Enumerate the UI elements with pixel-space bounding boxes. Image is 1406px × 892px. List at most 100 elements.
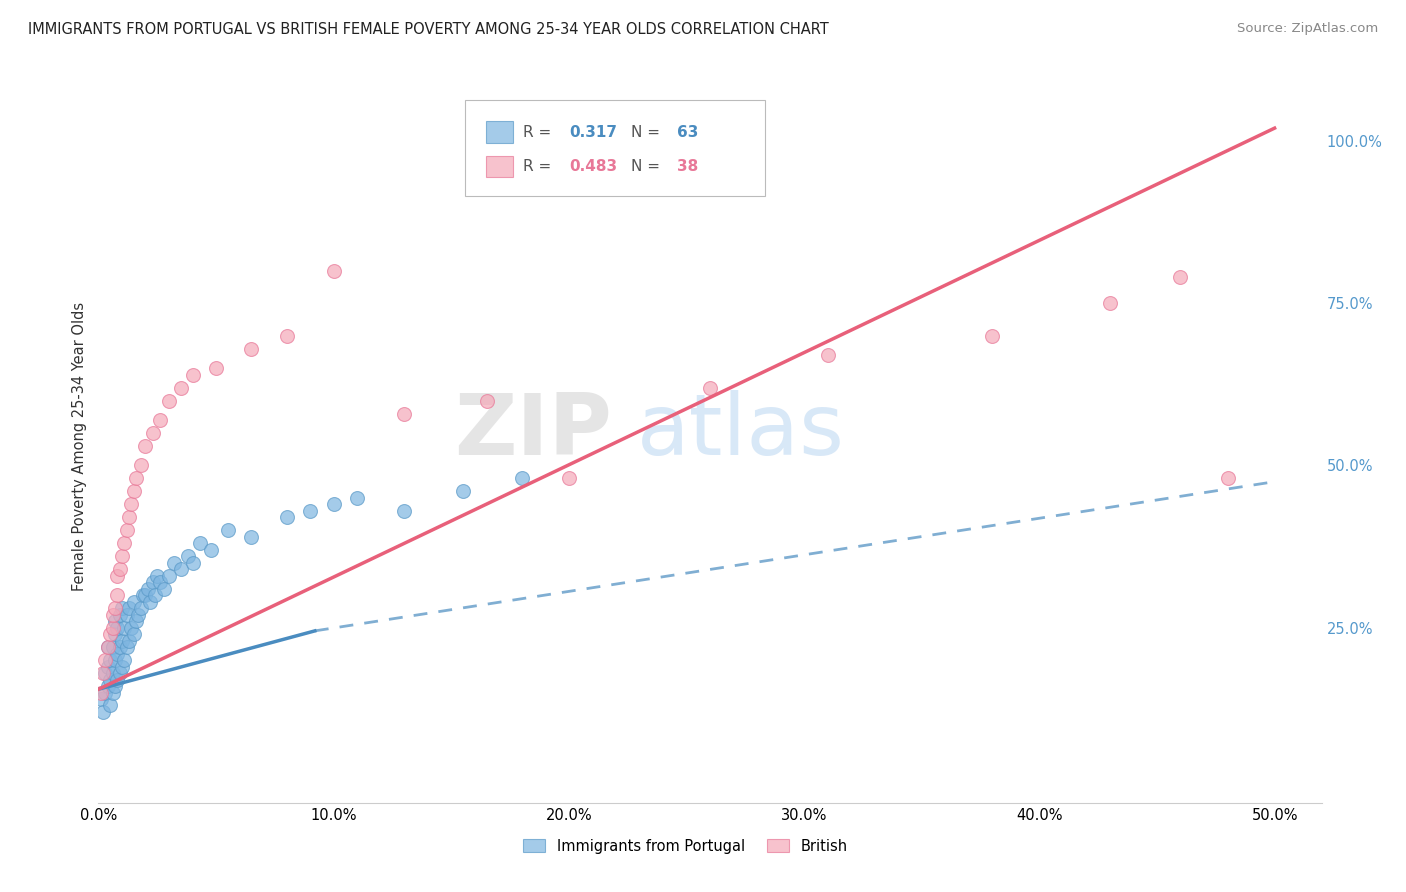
Point <box>141 575 163 590</box>
Point <box>97 659 120 673</box>
Point <box>299 504 322 518</box>
Point <box>104 601 127 615</box>
Point <box>125 614 148 628</box>
Point <box>127 607 149 622</box>
Point <box>129 458 152 473</box>
Point <box>139 595 162 609</box>
Point <box>217 524 239 538</box>
Point <box>125 471 148 485</box>
Point <box>170 562 193 576</box>
Point <box>118 601 141 615</box>
Point <box>90 685 112 699</box>
Point <box>475 393 498 408</box>
Point <box>112 653 135 667</box>
Point <box>451 484 474 499</box>
Point <box>94 685 117 699</box>
Point <box>558 471 581 485</box>
Point <box>157 393 180 408</box>
Point <box>105 647 128 661</box>
Point <box>141 425 163 440</box>
Point <box>94 653 117 667</box>
Point <box>392 504 416 518</box>
Point <box>115 607 138 622</box>
Point <box>98 673 121 687</box>
Point <box>143 588 166 602</box>
FancyBboxPatch shape <box>465 100 765 196</box>
Point <box>97 640 120 654</box>
Point <box>104 627 127 641</box>
Point <box>111 601 134 615</box>
Point <box>1170 270 1192 285</box>
Point <box>101 607 124 622</box>
Text: N =: N = <box>630 125 659 139</box>
Point <box>276 510 298 524</box>
Point <box>91 705 114 719</box>
Text: R =: R = <box>523 159 551 174</box>
Point <box>177 549 200 564</box>
Point <box>105 588 128 602</box>
Point <box>98 627 121 641</box>
Point <box>108 640 131 654</box>
Point <box>105 621 128 635</box>
Point <box>132 588 155 602</box>
Point <box>134 439 156 453</box>
Point <box>120 497 142 511</box>
Text: 63: 63 <box>678 125 699 139</box>
Point <box>122 484 145 499</box>
Text: 0.483: 0.483 <box>569 159 617 174</box>
Point <box>111 549 134 564</box>
Point <box>101 621 124 635</box>
Point <box>105 568 128 582</box>
Point <box>1098 296 1121 310</box>
Point <box>153 582 176 596</box>
Point <box>510 471 533 485</box>
Point <box>104 653 127 667</box>
Text: IMMIGRANTS FROM PORTUGAL VS BRITISH FEMALE POVERTY AMONG 25-34 YEAR OLDS CORRELA: IMMIGRANTS FROM PORTUGAL VS BRITISH FEMA… <box>28 22 830 37</box>
Text: R =: R = <box>523 125 551 139</box>
Text: 38: 38 <box>678 159 699 174</box>
Point <box>200 542 222 557</box>
Point <box>108 562 131 576</box>
Point <box>94 666 117 681</box>
Point <box>101 640 124 654</box>
Point <box>101 666 124 681</box>
Point <box>149 575 172 590</box>
Point <box>98 653 121 667</box>
Point <box>97 640 120 654</box>
Point <box>146 568 169 582</box>
Point <box>115 640 138 654</box>
Point <box>91 666 114 681</box>
Point <box>101 685 124 699</box>
Text: atlas: atlas <box>637 390 845 474</box>
Text: ZIP: ZIP <box>454 390 612 474</box>
Point <box>699 381 721 395</box>
Point <box>240 530 263 544</box>
Point <box>122 595 145 609</box>
Point <box>181 368 204 382</box>
Point <box>118 633 141 648</box>
Point <box>108 607 131 622</box>
Point <box>105 673 128 687</box>
Point <box>392 407 416 421</box>
Point <box>276 328 298 343</box>
Point <box>118 510 141 524</box>
Point <box>134 588 156 602</box>
Point <box>205 361 228 376</box>
Point <box>98 698 121 713</box>
Point <box>129 601 152 615</box>
Point <box>1216 471 1239 485</box>
Point <box>240 342 263 356</box>
Point <box>97 679 120 693</box>
Point <box>157 568 180 582</box>
Point <box>108 666 131 681</box>
Text: 0.317: 0.317 <box>569 125 617 139</box>
Point <box>817 348 839 362</box>
Point <box>115 524 138 538</box>
Point <box>136 582 159 596</box>
Text: N =: N = <box>630 159 659 174</box>
Point <box>104 614 127 628</box>
Point <box>181 556 204 570</box>
Text: Source: ZipAtlas.com: Source: ZipAtlas.com <box>1237 22 1378 36</box>
Point <box>111 633 134 648</box>
Point <box>149 413 172 427</box>
